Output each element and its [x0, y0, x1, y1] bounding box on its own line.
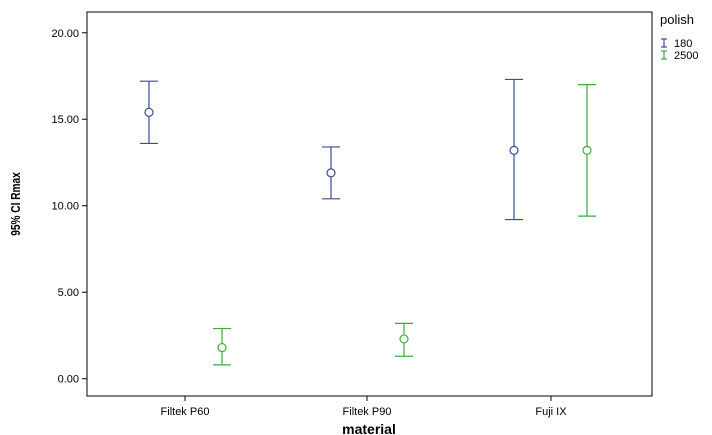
x-tick-label: Filtek P60	[161, 406, 210, 418]
y-tick-label: 0.00	[58, 374, 79, 386]
mean-marker	[399, 334, 409, 344]
y-axis-title: 95% CI Rmax	[9, 172, 23, 236]
mean-marker	[217, 342, 227, 353]
mean-marker	[144, 107, 154, 117]
error-bar	[322, 146, 340, 200]
mean-marker	[326, 168, 336, 178]
mean-marker	[509, 145, 519, 155]
x-axis: Filtek P60 Filtek P90 Fuji IX	[161, 396, 567, 418]
y-tick-label: 5.00	[58, 287, 79, 299]
x-tick-label: Filtek P90	[343, 406, 392, 418]
y-tick-label: 10.00	[51, 201, 79, 213]
error-bar	[505, 78, 523, 221]
plot-frame	[86, 11, 653, 397]
y-tick-label: 15.00	[51, 114, 79, 126]
error-bar	[578, 84, 596, 217]
x-tick-label: Fuji IX	[535, 406, 567, 418]
y-tick-label: 20.00	[51, 28, 79, 40]
error-bar	[213, 327, 231, 366]
series-layer	[140, 78, 596, 366]
mean-marker	[582, 145, 592, 155]
legend-label: 2500	[674, 50, 698, 62]
legend-item: 2500	[661, 50, 698, 62]
legend-item: 180	[661, 38, 692, 50]
x-axis-title: material	[342, 421, 396, 435]
error-bar	[140, 80, 158, 145]
y-axis: 0.00 5.00 10.00 15.00 20.00	[51, 28, 87, 386]
legend-label: 180	[674, 38, 692, 50]
legend-title: polish	[660, 12, 694, 27]
error-bar	[395, 322, 413, 357]
